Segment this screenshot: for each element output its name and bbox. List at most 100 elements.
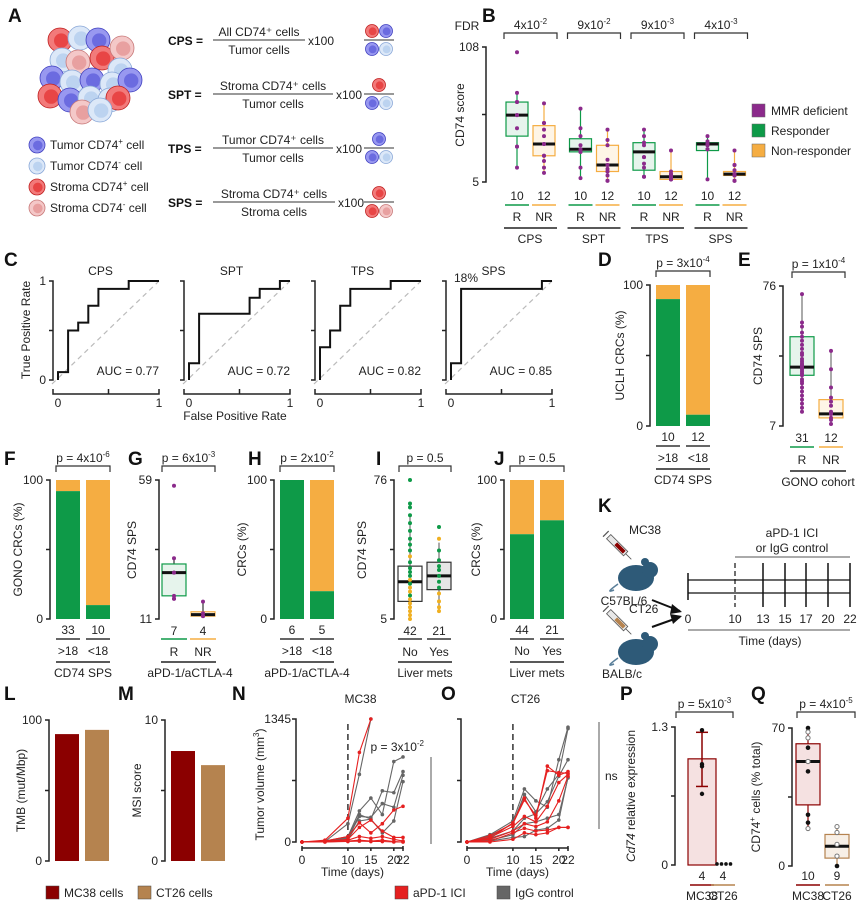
D-bar-responder-0 xyxy=(656,299,680,426)
G-group-title: aPD-1/aCTLA-4 xyxy=(147,666,233,680)
cell-cluster-19-nucleus xyxy=(94,103,109,118)
B-metric-label: CPS xyxy=(518,232,543,246)
B-point xyxy=(542,121,546,126)
C-x-axis-SPT xyxy=(183,389,291,395)
E-bracket xyxy=(791,271,846,278)
legend-cell-stroma-pos-icon xyxy=(28,178,46,196)
formula-icon-bottom-nucleus xyxy=(382,99,391,108)
cell-cluster-6-nucleus xyxy=(116,41,131,56)
K-treatment-label: aPD-1 ICI xyxy=(766,526,819,540)
K-syringe-ct26-icon-liquid xyxy=(614,617,626,629)
B-point xyxy=(732,178,737,183)
N-x-tick-label: 0 xyxy=(299,853,306,867)
panel-label-F: F xyxy=(4,449,16,470)
O-igg-line-0 xyxy=(466,727,569,843)
I-point xyxy=(408,501,412,506)
I-y-tick-label: 5 xyxy=(380,612,387,626)
D-pvalue: p = 3x10-4 xyxy=(656,255,710,270)
B-point xyxy=(732,168,737,173)
E-point xyxy=(829,403,833,408)
D-bar-responder-1 xyxy=(686,414,710,426)
E-point xyxy=(829,417,833,422)
C-roc-curve-CPS xyxy=(57,280,159,380)
I-point xyxy=(408,478,412,482)
B-point xyxy=(542,127,546,132)
D-bar-nonresponder-1 xyxy=(686,285,710,415)
B-point xyxy=(669,148,673,153)
L-bar-ct26 xyxy=(85,729,109,861)
B-point xyxy=(515,50,519,55)
B-metric-label: SPS xyxy=(708,232,732,246)
P-category-label: MC38 xyxy=(686,889,718,903)
K-day-label: 10 xyxy=(728,612,742,626)
N-x-tick-label: 20 xyxy=(387,853,401,867)
I-point xyxy=(437,579,441,584)
H-bar-responder-1 xyxy=(310,591,334,619)
H-y-label: CRCs (%) xyxy=(235,523,249,577)
LM-legend-text: CT26 cells xyxy=(156,886,213,900)
B-n-label: 12 xyxy=(537,189,551,203)
cell-cluster-8-nucleus xyxy=(46,71,61,86)
O-ns-label: ns xyxy=(605,769,618,783)
Q-point-open xyxy=(834,823,840,830)
D-y-tick-label: 0 xyxy=(636,419,643,433)
I-point xyxy=(408,573,412,578)
P-category-label: CT26 xyxy=(708,889,738,903)
Q-category-label: CT26 xyxy=(822,889,852,903)
N-ici-line-0 xyxy=(301,718,372,843)
C-auc-label: AUC = 0.85 xyxy=(490,364,553,378)
panel-label-G: G xyxy=(128,449,143,470)
cell-cluster-12-nucleus xyxy=(124,73,139,88)
B-point xyxy=(578,126,583,131)
G-bracket xyxy=(161,465,216,472)
B-legend-text: MMR deficient xyxy=(771,104,848,118)
H-bracket xyxy=(279,465,335,472)
panel-label-J: J xyxy=(494,449,505,470)
B-point xyxy=(542,165,546,170)
N-x-label: Time (days) xyxy=(321,865,384,879)
N-x-tick-label: 15 xyxy=(364,853,378,867)
J-y-tick-label: 0 xyxy=(490,612,497,626)
panel-label-Q: Q xyxy=(751,684,766,705)
I-point xyxy=(408,566,412,571)
B-y-label: CD74 score xyxy=(453,83,467,147)
E-point xyxy=(800,385,804,390)
formula-icon-top-nucleus xyxy=(375,135,384,144)
C-x-tick-label: 1 xyxy=(418,396,425,410)
B-point xyxy=(605,178,610,183)
C-diagonal xyxy=(444,280,553,385)
B-point xyxy=(669,177,673,182)
E-point xyxy=(800,389,804,394)
E-y-label: CD74 SPS xyxy=(751,327,765,385)
I-group-title: Liver mets xyxy=(397,666,452,680)
formula-name-SPT: SPT = xyxy=(168,88,202,102)
B-point xyxy=(642,155,646,160)
formula-factor: x100 xyxy=(308,34,334,48)
E-point xyxy=(829,421,833,426)
O-x-tick-label: 0 xyxy=(464,853,471,867)
F-bar-nonresponder-1 xyxy=(86,480,110,606)
C-title-SPS: SPS xyxy=(481,264,505,278)
C-x-tick-label: 1 xyxy=(156,396,163,410)
I-n-label: 21 xyxy=(432,624,446,638)
cell-cluster-18 xyxy=(69,99,95,125)
B-y-tick-label: 5 xyxy=(472,175,479,189)
formula-denominator: Tumor cells xyxy=(242,151,304,165)
Q-point-filled xyxy=(805,812,811,818)
legend-text-tumor-pos: Tumor CD74+ cell xyxy=(50,137,144,152)
legend-cell-stroma-neg-icon-nucleus xyxy=(33,203,43,214)
O-title: CT26 xyxy=(511,692,541,706)
K-treatment-alt-label: or IgG control xyxy=(756,541,829,555)
B-point xyxy=(542,101,546,106)
I-point xyxy=(437,536,441,541)
I-bracket xyxy=(398,465,452,472)
formula-denominator: Tumor cells xyxy=(228,43,290,57)
Q-point-open xyxy=(834,841,840,847)
E-point xyxy=(800,346,804,351)
B-CPS-pvalue: 4x10-2 xyxy=(514,17,548,32)
D-y-tick-label: 100 xyxy=(623,278,643,292)
Q-n-label: 9 xyxy=(834,869,841,883)
J-bar-nonresponder-1 xyxy=(540,480,564,521)
formula-name-CPS: CPS = xyxy=(168,34,203,48)
E-point xyxy=(829,367,833,372)
